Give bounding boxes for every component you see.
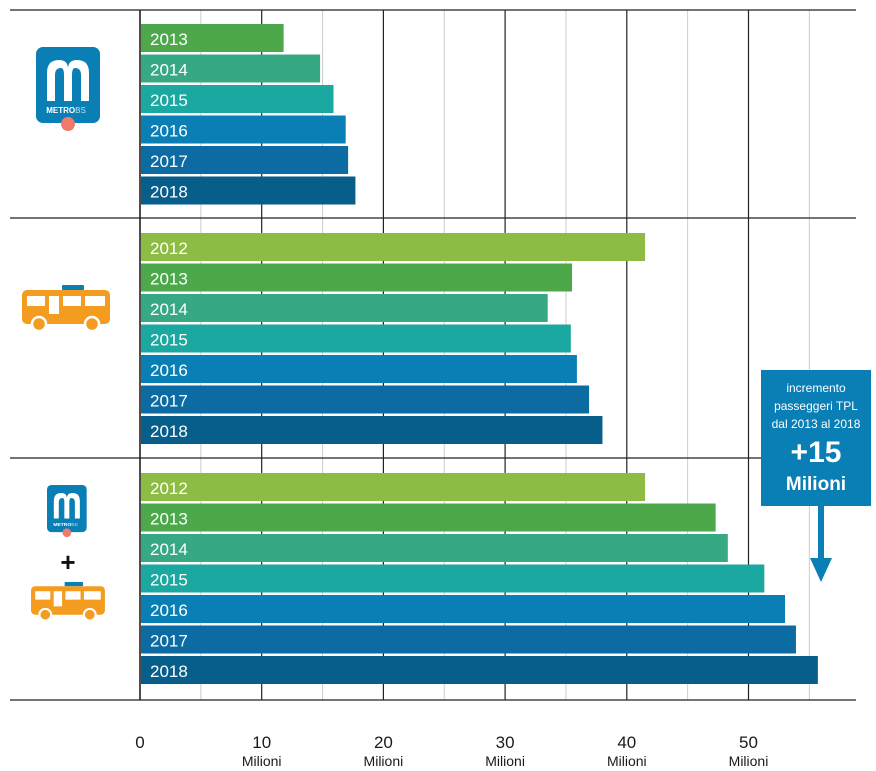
bar-year-label: 2015 [150,571,188,590]
callout-line2: passeggeri TPL [774,399,858,413]
group-icons: METROBS METROBS + [22,47,110,622]
bar [141,115,346,144]
bar [141,503,716,532]
bar-year-label: 2014 [150,540,188,559]
x-axis: 0 10Milioni20Milioni30Milioni40Milioni50M… [135,733,768,769]
bar [141,146,349,174]
bar [141,625,796,654]
bar [141,85,334,113]
bar-year-label: 2017 [150,632,188,651]
bus-icon [31,582,105,622]
grid-lines [10,9,856,701]
bar [141,233,646,261]
bars: 2013 2014 2015 2016 2017 2018 2012 2013 2014 2015… [141,24,818,684]
bar-year-label: 2013 [150,270,188,289]
bar-year-label: 2014 [150,300,188,319]
bar [141,176,356,205]
svg-text:METROBS: METROBS [53,522,78,528]
bar [141,473,646,501]
tick-unit-label: Milioni [729,753,769,769]
tick-label: 20 [374,733,393,752]
bar-year-label: 2017 [150,152,188,171]
callout-box [761,370,871,506]
bar [141,564,765,593]
bar-year-label: 2018 [150,422,188,441]
tick-label: 50 [739,733,758,752]
bar [141,656,818,684]
arrow-down-icon [810,558,832,582]
bar-year-label: 2017 [150,392,188,411]
tick-unit-label: Milioni [364,753,404,769]
bar [141,294,548,322]
bar-year-label: 2015 [150,91,188,110]
bar [141,324,571,353]
bar [141,263,573,292]
tick-unit-label: Milioni [607,753,647,769]
bar [141,54,321,83]
bar-year-label: 2018 [150,183,188,202]
metro-logo-icon: METROBS [47,485,87,538]
tick-unit-label: Milioni [485,753,525,769]
bar-year-label: 2016 [150,361,188,380]
tick-unit-label: Milioni [242,753,282,769]
bar-year-label: 2013 [150,30,188,49]
tick-label: 30 [496,733,515,752]
bar-year-label: 2012 [150,479,188,498]
bar-year-label: 2015 [150,331,188,350]
callout-arrow-shaft [818,506,824,564]
bar [141,534,728,562]
bar [141,416,603,444]
bar-year-label: 2016 [150,122,188,141]
bar-year-label: 2018 [150,662,188,681]
bar-year-label: 2016 [150,601,188,620]
callout-line1: incremento [786,381,846,395]
tick-label: 0 [135,733,144,752]
tick-label: 10 [252,733,271,752]
callout-value: +15 [791,436,842,469]
bar [141,24,284,52]
callout-line3: dal 2013 al 2018 [772,417,861,431]
bar [141,355,577,383]
plus-icon: + [60,547,75,577]
bar-year-label: 2014 [150,61,188,80]
metro-logo-icon: METROBS [36,47,100,131]
bar [141,595,786,623]
bar [141,385,590,414]
svg-text:METROBS: METROBS [46,106,86,115]
bar-year-label: 2012 [150,239,188,258]
tick-label: 40 [617,733,636,752]
increment-callout: incremento passeggeri TPL dal 2013 al 20… [761,370,871,582]
bar-year-label: 2013 [150,510,188,529]
bus-icon [22,285,110,333]
callout-unit: Milioni [786,474,846,495]
